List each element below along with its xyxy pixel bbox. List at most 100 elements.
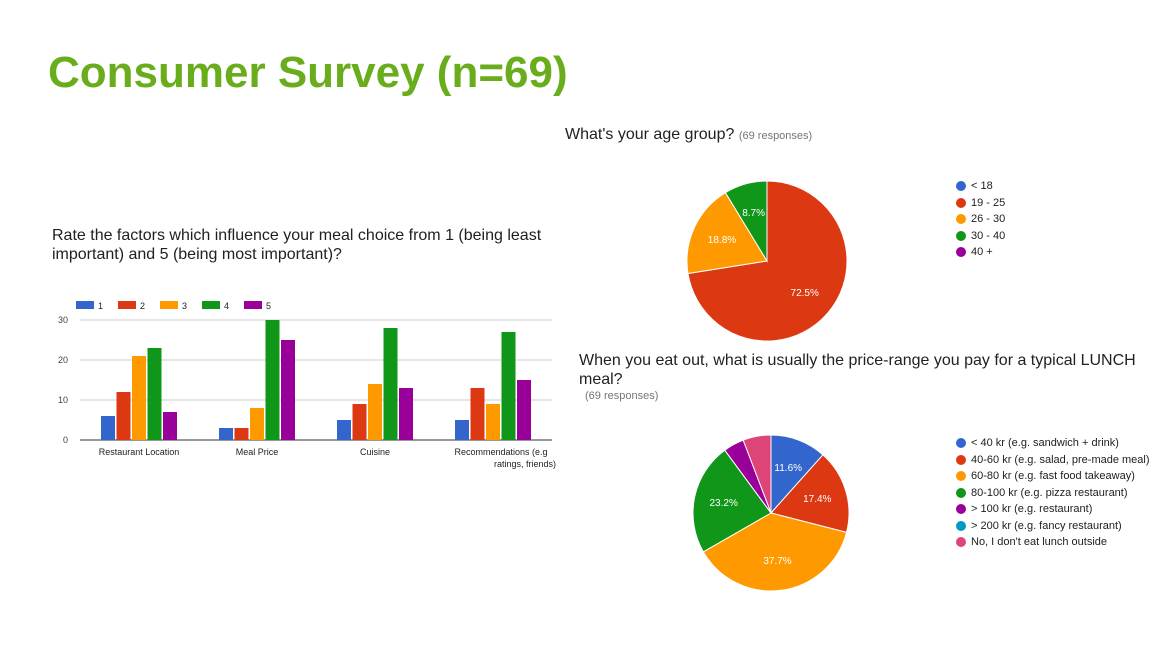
bar-category-label: Restaurant Location bbox=[99, 447, 180, 457]
slide-title: Consumer Survey (n=69) bbox=[48, 48, 568, 97]
lunch-legend-dot bbox=[956, 537, 966, 548]
age-legend-item: 19 - 25 bbox=[956, 195, 1005, 212]
bar-cuisine-5 bbox=[399, 388, 413, 440]
age-legend-item: 30 - 40 bbox=[956, 228, 1005, 245]
lunch-legend-item: 40-60 kr (e.g. salad, pre-made meal) bbox=[956, 452, 1150, 469]
lunch-legend-label: < 40 kr (e.g. sandwich + drink) bbox=[971, 437, 1119, 450]
bar-y-tick: 10 bbox=[58, 395, 68, 405]
lunch-legend-item: > 100 kr (e.g. restaurant) bbox=[956, 501, 1150, 518]
lunch-pie-chart: 11.6% 17.4% 37.7% 23.2% bbox=[692, 434, 850, 592]
bar-legend-swatch-3 bbox=[160, 301, 178, 309]
bar-chart-question: Rate the factors which influence your me… bbox=[52, 227, 542, 263]
bar-recommendations-e-g-ratings-friends-5 bbox=[517, 380, 531, 440]
lunch-legend-item: 80-100 kr (e.g. pizza restaurant) bbox=[956, 485, 1150, 502]
bar-meal-price-2 bbox=[234, 428, 249, 440]
bar-legend-label-2: 2 bbox=[140, 301, 145, 311]
age-slice-label: 8.7% bbox=[742, 208, 765, 219]
bar-restaurant-location-5 bbox=[163, 412, 177, 440]
bar-y-tick: 0 bbox=[63, 435, 68, 445]
bar-meal-price-3 bbox=[250, 408, 264, 440]
bar-legend-label-4: 4 bbox=[224, 301, 229, 311]
lunch-slice-80-100-kr-e-g-pizza-restaurant bbox=[692, 449, 772, 553]
lunch-slice-label: 23.2% bbox=[709, 498, 737, 509]
lunch-question-title: When you eat out, what is usually the pr… bbox=[579, 351, 1139, 389]
age-legend-label: 19 - 25 bbox=[971, 196, 1006, 209]
lunch-legend-dot bbox=[956, 504, 966, 515]
lunch-slice-40-60-kr-e-g-salad-pre-made-meal bbox=[770, 454, 850, 534]
bar-y-tick: 20 bbox=[58, 355, 68, 365]
lunch-question-text: When you eat out, what is usually the pr… bbox=[579, 352, 1136, 388]
age-legend-label: 30 - 40 bbox=[971, 229, 1006, 242]
age-legend-item: 40 + bbox=[956, 244, 1005, 261]
lunch-legend-label: > 200 kr (e.g. fancy restaurant) bbox=[971, 519, 1122, 532]
age-legend-item: < 18 bbox=[956, 178, 1005, 195]
lunch-legend-item: > 200 kr (e.g. fancy restaurant) bbox=[956, 518, 1150, 535]
bar-legend-swatch-5 bbox=[244, 301, 262, 309]
lunch-slice-no-i-don-t-eat-lunch-outside bbox=[742, 434, 772, 514]
bar-meal-price-5 bbox=[281, 340, 295, 440]
age-slice-30-40 bbox=[724, 180, 768, 263]
lunch-legend-item: 60-80 kr (e.g. fast food takeaway) bbox=[956, 468, 1150, 485]
bar-recommendations-e-g-ratings-friends-1 bbox=[455, 420, 469, 440]
lunch-slice-label: 11.6% bbox=[774, 463, 802, 474]
bar-cuisine-1 bbox=[337, 420, 351, 440]
age-legend-dot bbox=[956, 247, 966, 258]
age-legend-item: 26 - 30 bbox=[956, 211, 1005, 228]
bar-meal-price-1 bbox=[219, 428, 233, 440]
bar-restaurant-location-3 bbox=[132, 356, 146, 440]
age-slice-label: 18.8% bbox=[708, 235, 736, 246]
age-slice-26-30 bbox=[686, 191, 768, 275]
bar-y-tick: 30 bbox=[58, 315, 68, 325]
lunch-legend-dot bbox=[956, 520, 966, 531]
lunch-legend-label: No, I don't eat lunch outside bbox=[971, 536, 1108, 549]
age-legend: < 18 19 - 25 26 - 30 30 - 40 40 + bbox=[956, 178, 1005, 261]
bar-recommendations-e-g-ratings-friends-3 bbox=[486, 404, 500, 440]
lunch-slice-label: 37.7% bbox=[763, 556, 791, 567]
lunch-slice-60-80-kr-e-g-fast-food-takeaway bbox=[702, 512, 848, 592]
lunch-legend-dot bbox=[956, 487, 966, 498]
bar-restaurant-location-2 bbox=[116, 392, 131, 440]
lunch-legend-label: 60-80 kr (e.g. fast food takeaway) bbox=[971, 470, 1135, 483]
age-response-count: (69 responses) bbox=[738, 130, 813, 142]
age-slice-label: 72.5% bbox=[791, 288, 819, 299]
lunch-legend-item: No, I don't eat lunch outside bbox=[956, 534, 1150, 551]
bar-cuisine-2 bbox=[352, 404, 367, 440]
lunch-legend-label: 80-100 kr (e.g. pizza restaurant) bbox=[971, 486, 1128, 499]
bar-category-label: Recommendations (e.g bbox=[454, 447, 547, 457]
age-legend-label: 26 - 30 bbox=[971, 213, 1006, 226]
bar-legend-swatch-4 bbox=[202, 301, 220, 309]
bar-category-label: ratings, friends) bbox=[494, 459, 556, 469]
lunch-legend-dot bbox=[956, 454, 966, 465]
bar-legend-swatch-1 bbox=[76, 301, 94, 309]
lunch-legend-dot bbox=[956, 471, 966, 482]
bar-cuisine-4 bbox=[383, 328, 398, 440]
bar-restaurant-location-4 bbox=[147, 348, 162, 440]
bar-chart-title: Rate the factors which influence your me… bbox=[52, 226, 552, 264]
age-legend-label: < 18 bbox=[971, 180, 993, 193]
bar-legend-label-5: 5 bbox=[266, 301, 271, 311]
lunch-legend-item: < 40 kr (e.g. sandwich + drink) bbox=[956, 435, 1150, 452]
bar-category-label: Cuisine bbox=[360, 447, 390, 457]
age-legend-dot bbox=[956, 181, 966, 192]
bar-cuisine-3 bbox=[368, 384, 382, 440]
age-question-text: What's your age group? bbox=[565, 126, 735, 143]
bar-recommendations-e-g-ratings-friends-4 bbox=[501, 332, 516, 440]
lunch-legend-label: 40-60 kr (e.g. salad, pre-made meal) bbox=[971, 453, 1150, 466]
age-question-title: What's your age group? (69 responses) bbox=[565, 125, 985, 146]
bar-chart: 1 2 3 4 5 0 10 20 30 Restaurant Location Meal Pric… bbox=[58, 301, 556, 469]
age-legend-dot bbox=[956, 230, 966, 241]
bar-legend-label-1: 1 bbox=[98, 301, 103, 311]
lunch-legend-label: > 100 kr (e.g. restaurant) bbox=[971, 503, 1093, 516]
bar-meal-price-4 bbox=[265, 320, 280, 440]
age-legend-dot bbox=[956, 214, 966, 225]
age-legend-label: 40 + bbox=[971, 246, 993, 259]
bar-recommendations-e-g-ratings-friends-2 bbox=[470, 388, 485, 440]
bar-restaurant-location-1 bbox=[101, 416, 115, 440]
age-pie-chart: 72.5% 18.8% 8.7% bbox=[686, 180, 848, 342]
bar-legend-swatch-2 bbox=[118, 301, 136, 309]
lunch-slice-label: 17.4% bbox=[803, 494, 831, 505]
bar-category-label: Meal Price bbox=[236, 447, 279, 457]
lunch-response-count: (69 responses) bbox=[585, 390, 659, 402]
bar-legend-label-3: 3 bbox=[182, 301, 187, 311]
lunch-legend: < 40 kr (e.g. sandwich + drink) 40-60 kr … bbox=[956, 435, 1150, 551]
